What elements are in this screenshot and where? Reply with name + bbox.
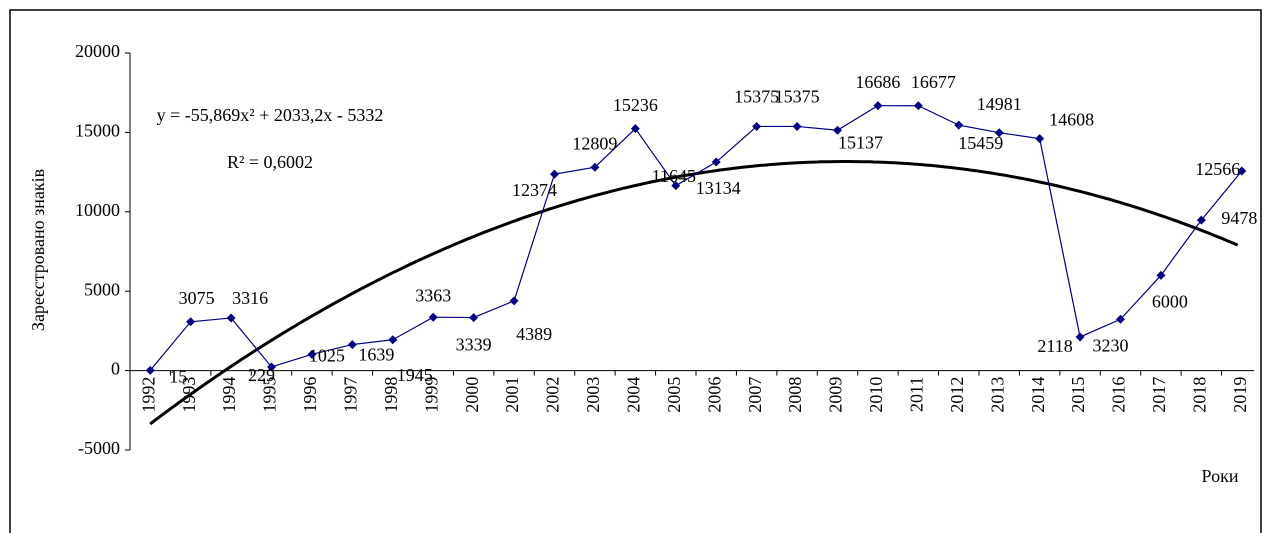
x-tick-label: 2010 [866,377,886,413]
data-label: 15 [169,366,187,386]
x-tick-label: 2018 [1189,377,1209,413]
x-tick-label: 2014 [1028,377,1048,413]
data-label: 1025 [309,345,345,365]
data-point [954,120,964,130]
data-point [1237,166,1247,176]
y-axis-title: Зареєстровано знаків [28,169,48,331]
data-point [469,313,479,323]
data-label: 3363 [415,285,451,305]
data-point [1116,314,1125,324]
data-point [509,296,519,306]
x-tick-label: 2005 [664,377,684,413]
data-point [307,349,317,359]
data-point [550,169,559,179]
data-point [186,317,196,327]
data-label: 2118 [1037,336,1072,356]
x-tick-label: 1999 [421,377,441,413]
data-point [1035,134,1045,144]
y-tick-label: 10000 [75,200,120,220]
data-point [388,335,398,345]
x-tick-label: 2001 [502,377,522,413]
data-label: 15375 [775,87,820,107]
x-tick-label: 1997 [340,377,360,413]
data-point [226,313,236,323]
data-point [145,365,155,375]
y-tick-label: 15000 [75,121,120,141]
data-label: 3230 [1093,335,1129,355]
x-tick-label: 2012 [947,377,967,413]
data-label: 14981 [977,94,1022,114]
data-label: 12809 [572,133,617,153]
data-label: 12374 [512,180,557,200]
trend-line [149,160,1239,426]
x-tick-label: 2015 [1068,377,1088,413]
x-tick-label: 2002 [543,377,563,413]
data-point [590,162,600,172]
x-tick-label: 2013 [987,377,1007,413]
x-tick-label: 2016 [1109,377,1129,413]
data-label: 6000 [1152,291,1188,311]
data-label: 12566 [1195,159,1240,179]
data-point [1196,215,1206,225]
data-label: 15459 [958,133,1003,153]
data-point [630,124,640,134]
data-label: 11645 [652,166,696,186]
data-label: 3075 [179,288,215,308]
x-tick-label: 2017 [1149,377,1169,413]
data-point [873,101,883,111]
x-tick-label: 1996 [300,377,320,413]
data-label: 1945 [397,365,433,385]
x-tick-label: 1995 [260,377,280,413]
x-tick-label: 2019 [1230,377,1250,413]
data-label: 16677 [911,72,956,92]
data-point [1156,270,1166,280]
x-tick-label: 2008 [785,377,805,413]
data-label: 3316 [232,288,268,308]
chart-frame [9,9,1262,533]
data-label: 4389 [516,324,552,344]
y-tick-label: 5000 [84,279,120,299]
data-label: 15375 [734,87,779,107]
y-tick-label: 0 [111,359,120,379]
series-line [149,105,1243,371]
data-label: 9478 [1221,208,1257,228]
x-tick-label: 2004 [623,377,643,413]
x-tick-label: 1992 [138,377,158,413]
data-point [347,340,357,350]
trend-equation: y = -55,869x² + 2033,2x - 5332 [157,105,384,125]
y-tick-label: -5000 [78,438,120,458]
data-label: 229 [248,365,275,385]
data-point [267,362,276,372]
x-tick-label: 1998 [381,377,401,413]
data-label: 1639 [358,345,394,365]
x-tick-label: 2006 [704,377,724,413]
x-tick-label: 2011 [906,377,926,412]
x-tick-label: 2003 [583,377,603,413]
data-label: 16686 [855,72,900,92]
data-point [994,128,1004,138]
x-axis-title: Роки [1202,466,1239,486]
x-tick-label: 2009 [826,377,846,413]
data-point [792,121,802,131]
x-tick-label: 1994 [219,377,239,413]
data-point [428,312,438,322]
data-point [833,125,842,135]
data-label: 15137 [838,132,883,152]
data-point [752,121,762,131]
data-point [671,181,681,191]
data-point [1075,332,1085,342]
data-label: 14608 [1049,110,1094,130]
x-tick-label: 2007 [745,377,765,413]
trend-r2: R² = 0,6002 [227,152,313,172]
y-tick-label: 20000 [75,41,120,61]
data-label: 3339 [456,335,492,355]
x-tick-label: 2000 [462,377,482,413]
data-point [711,157,721,167]
data-label: 13134 [696,178,741,198]
data-point [913,101,923,111]
data-label: 15236 [613,95,658,115]
